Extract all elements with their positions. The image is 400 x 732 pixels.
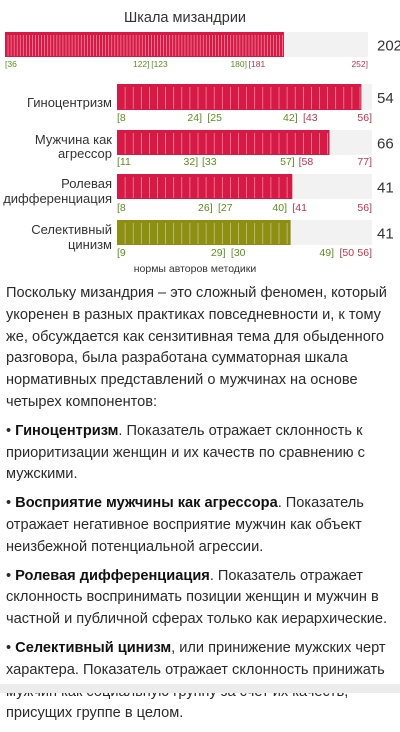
row-label: Ролевая [61, 176, 112, 191]
tick-label: [181 [249, 59, 266, 69]
tick-label: 77] [357, 156, 372, 168]
component-term: Ролевая дифференциация [15, 567, 210, 584]
tick-label: 29] [211, 247, 226, 259]
tick-label: 40] [272, 202, 287, 214]
bar-value-label: 54 [377, 90, 394, 107]
tick-label: [25 [207, 112, 222, 124]
tick-label: 56] [357, 247, 372, 259]
intro-paragraph: Поскольку мизандрия – это сложный феноме… [6, 285, 387, 410]
tick-label: 49] [319, 247, 334, 259]
article-text: Поскольку мизандрия – это сложный феноме… [6, 283, 398, 732]
tick-label: [41 [292, 202, 307, 214]
tick-label: 180] [230, 59, 247, 69]
tick-label: 26] [198, 202, 213, 214]
tick-label: 42] [283, 112, 298, 124]
component-term: Восприятие мужчины как агрессора [15, 495, 278, 512]
bar-value-label: 66 [377, 136, 394, 153]
bar-value [117, 174, 293, 199]
row-label: агрессор [58, 146, 112, 161]
tick-label: 57] [280, 156, 295, 168]
bar-value [117, 220, 291, 245]
bar-value-label: 41 [377, 180, 394, 197]
tick-label: [27 [218, 202, 233, 214]
bar-value [5, 32, 284, 57]
tick-label: [43 [303, 112, 318, 124]
tick-label: [36 [5, 59, 17, 69]
tick-label: [8 [117, 112, 126, 124]
component-item: • Селективный цинизм, или принижение муж… [6, 639, 386, 722]
page-bottom-edge [0, 684, 400, 693]
tick-label: [30 [231, 247, 246, 259]
component-item: • Восприятие мужчины как агрессора. Пока… [6, 495, 364, 555]
component-item: • Гиноцентризм. Показатель отражает скло… [6, 422, 365, 483]
row-label: дифференциация [3, 191, 112, 206]
tick-label: 252] [351, 59, 368, 69]
tick-label: 32] [184, 156, 199, 168]
bar-value [117, 130, 330, 155]
row-label: цинизм [68, 237, 112, 252]
tick-label: [123 [151, 59, 168, 69]
tick-label: [9 [117, 247, 126, 259]
chart-footnote: нормы авторов методики [134, 263, 257, 275]
tick-label: 24] [187, 112, 202, 124]
tick-label: [11 [117, 156, 131, 168]
row-label: Селективный [31, 222, 112, 237]
component-term: Селективный цинизм [15, 639, 172, 656]
tick-label: [33 [202, 156, 217, 168]
tick-label: [50 [339, 247, 354, 259]
tick-label: [58 [299, 156, 314, 168]
bar-value [117, 84, 362, 110]
component-item: • Ролевая дифференциация. Показатель отр… [6, 567, 388, 628]
tick-label: [8 [117, 202, 126, 214]
row-label: Гиноцентризм [27, 95, 112, 110]
bar-value-label: 41 [377, 226, 394, 243]
component-term: Гиноцентризм [15, 422, 119, 439]
tick-label: 56] [357, 202, 372, 214]
chart-title: Шкала мизандрии [124, 10, 246, 26]
tick-label: 122] [133, 59, 150, 69]
misandry-scale-chart: Шкала мизандрии 202 [36 122] [123 180] [181 252… [3, 10, 400, 275]
row-label: Мужчина как [35, 132, 112, 147]
tick-label: 56] [357, 112, 372, 124]
bar-value-label: 202 [377, 38, 400, 55]
